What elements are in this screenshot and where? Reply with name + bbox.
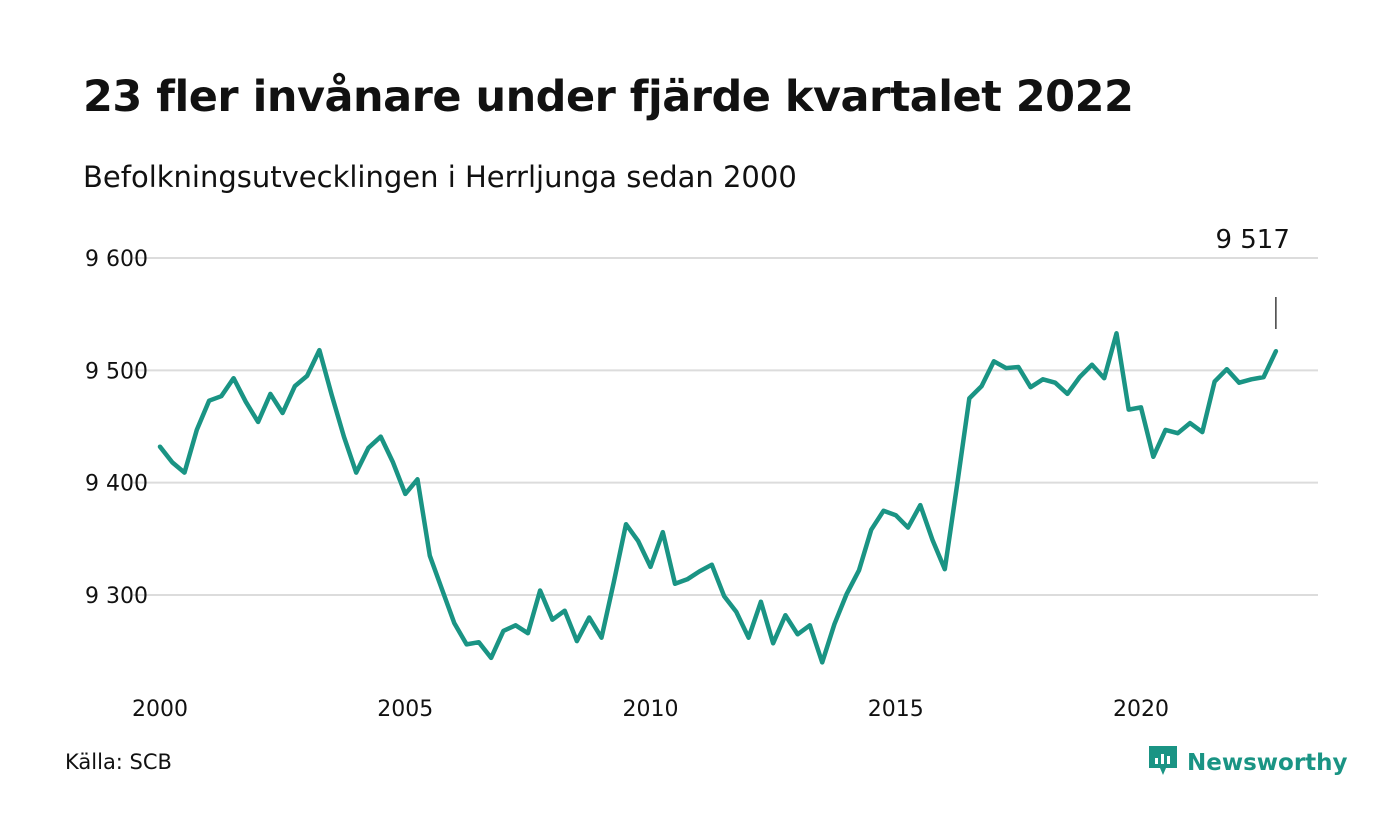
brand-logo[interactable]: Newsworthy xyxy=(1147,744,1348,782)
y-tick-label: 9 400 xyxy=(85,472,148,497)
chart-subtitle: Befolkningsutvecklingen i Herrljunga sed… xyxy=(83,160,797,194)
x-tick-label: 2010 xyxy=(623,697,679,722)
y-tick-label: 9 300 xyxy=(85,584,148,609)
x-axis-ticks: 2000 2005 2010 2015 2020 xyxy=(132,697,1169,722)
series-layer xyxy=(157,331,1279,665)
last-value-annotation: 9 517 xyxy=(1215,225,1290,329)
chart-title: 23 fler invånare under fjärde kvartalet … xyxy=(83,72,1134,122)
last-value-label: 9 517 xyxy=(1215,225,1289,255)
y-axis-ticks: 9 300 9 400 9 500 9 600 xyxy=(85,247,148,609)
x-tick-label: 2015 xyxy=(868,697,924,722)
y-tick-label: 9 600 xyxy=(85,247,148,272)
x-tick-label: 2020 xyxy=(1113,697,1169,722)
x-tick-label: 2000 xyxy=(132,697,188,722)
grid-lines xyxy=(133,257,1318,596)
source-note: Källa: SCB xyxy=(65,750,172,774)
x-tick-label: 2005 xyxy=(377,697,433,722)
series-line xyxy=(157,331,1279,665)
y-tick-label: 9 500 xyxy=(85,359,148,384)
newsworthy-logo-icon xyxy=(1147,744,1179,782)
brand-name: Newsworthy xyxy=(1187,750,1348,776)
